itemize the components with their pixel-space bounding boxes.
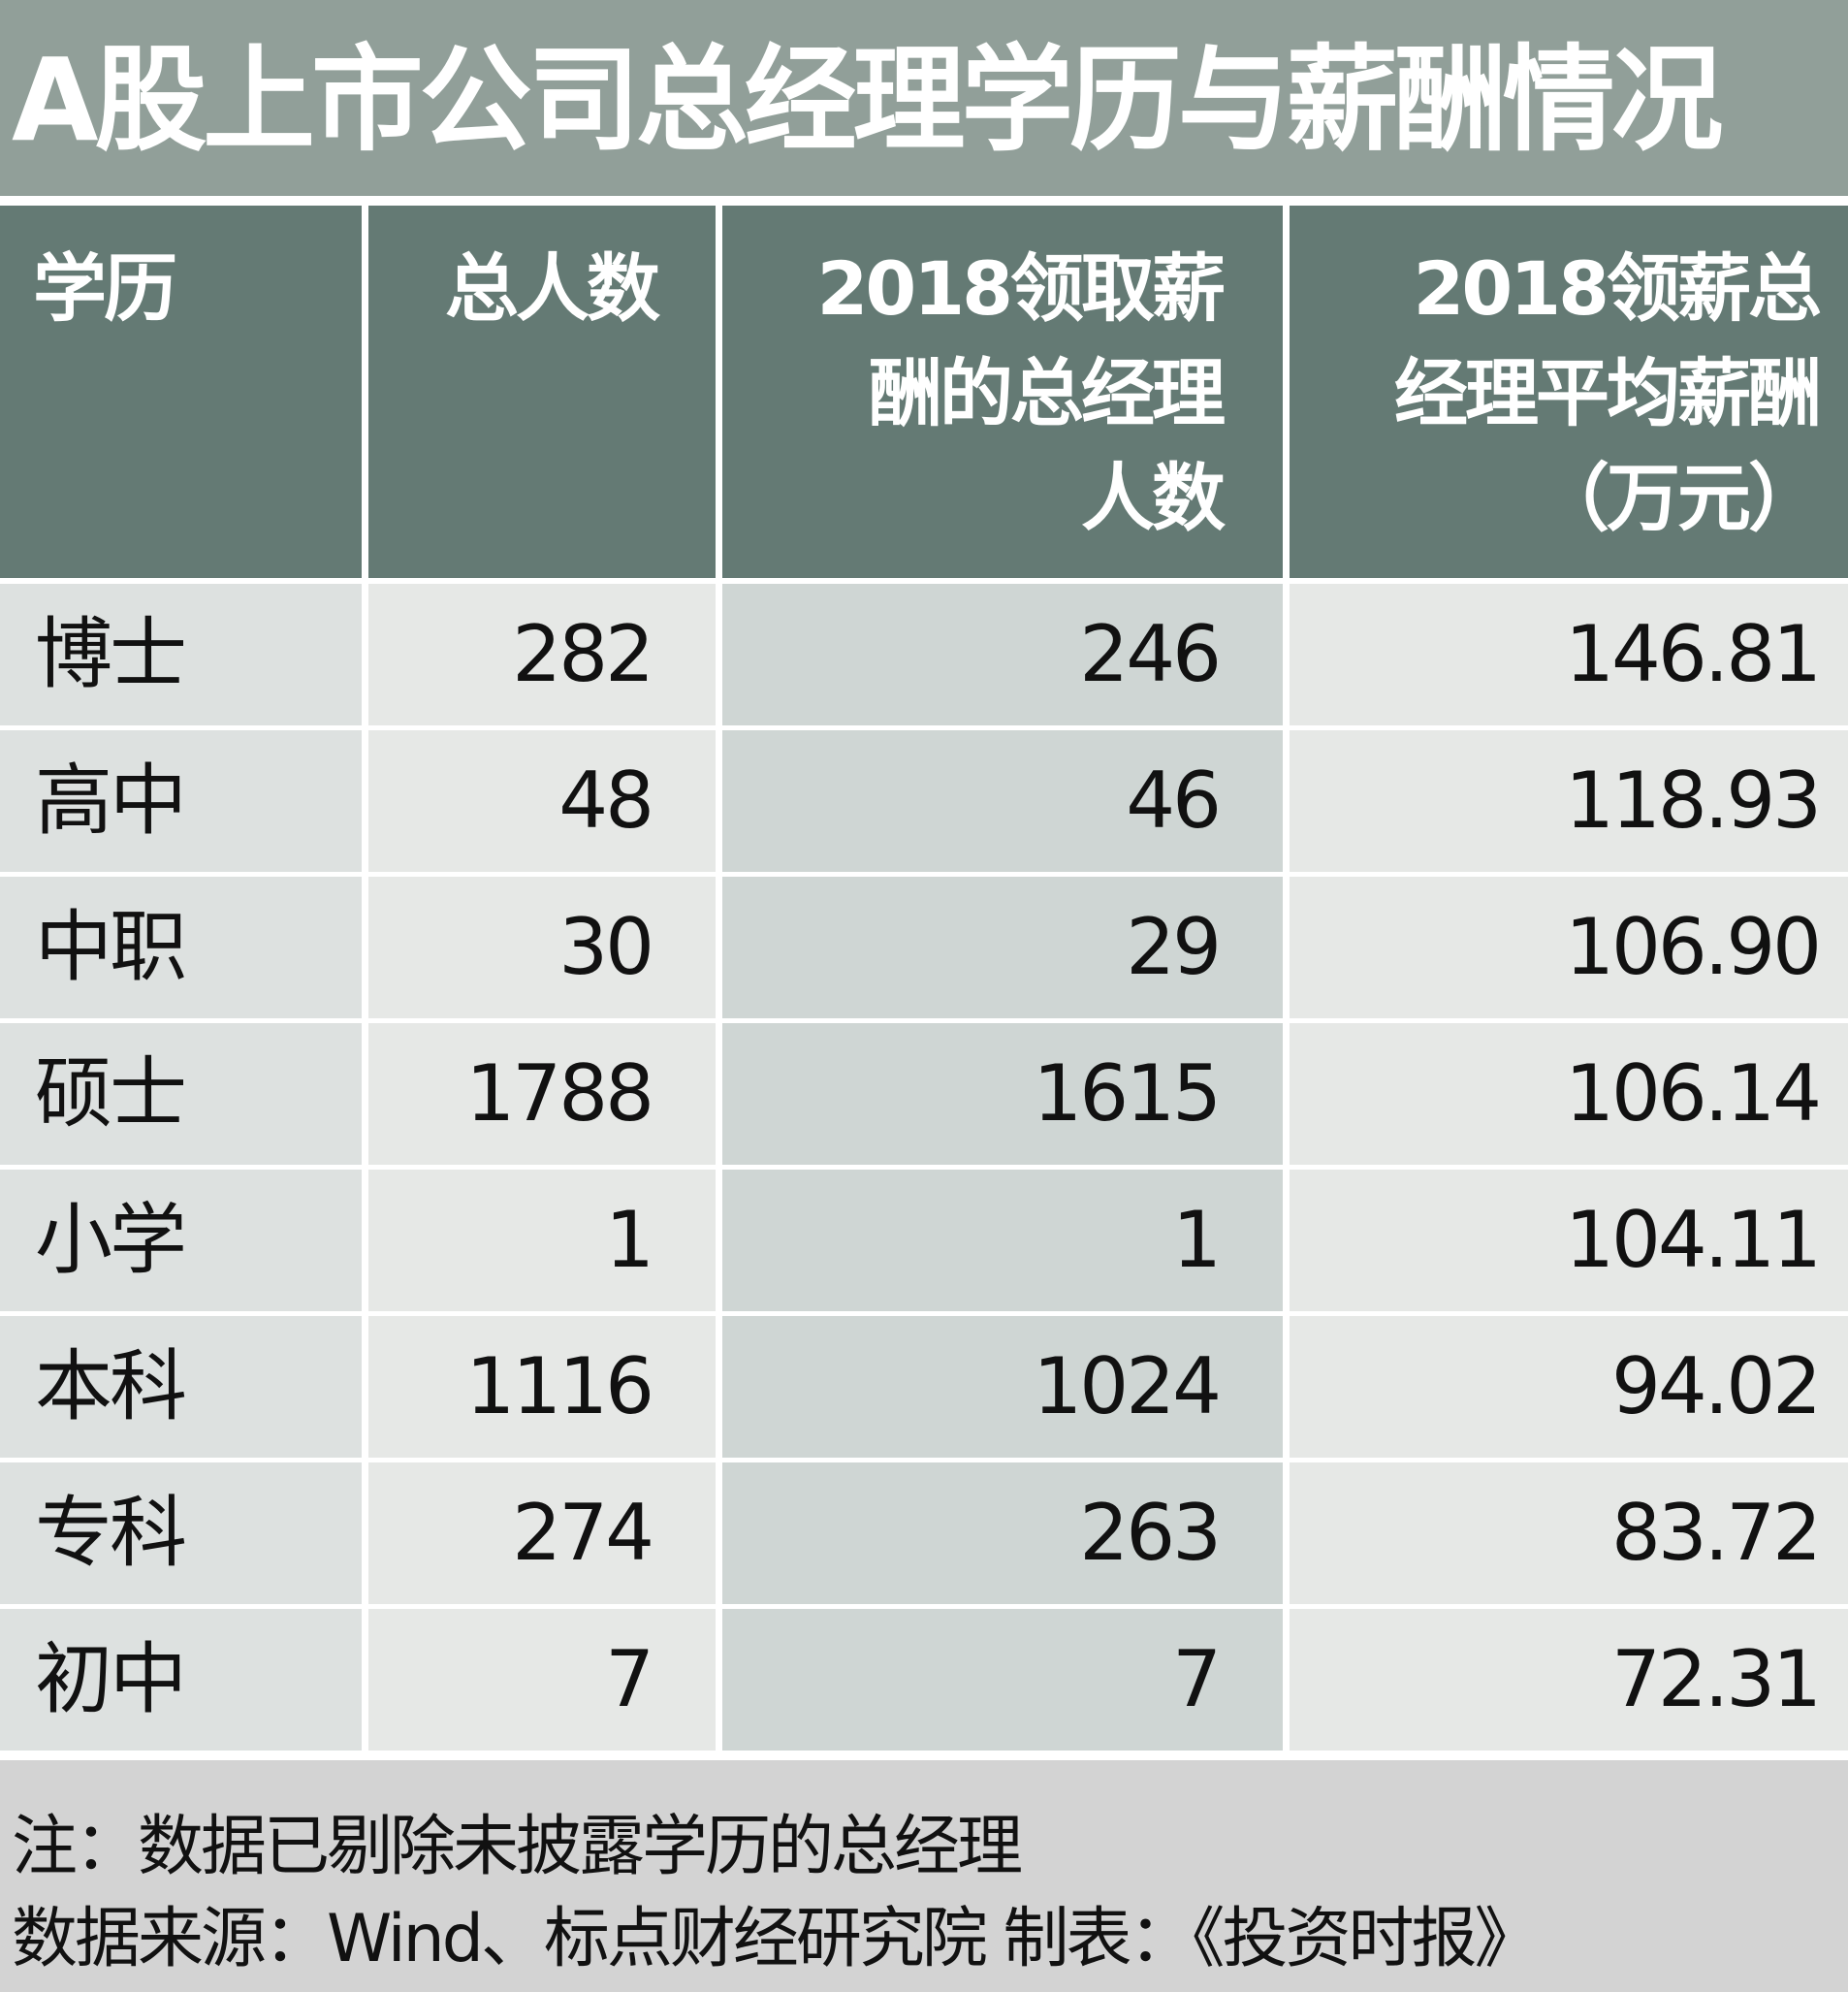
table-row: 小学 1 1 104.11 [0,1170,1848,1311]
table-row: 硕士 1788 1615 106.14 [0,1023,1848,1165]
cell-education: 博士 [0,584,362,725]
cell-avg-salary: 104.11 [1290,1170,1848,1311]
footer-note: 注：数据已剔除未披露学历的总经理 [12,1809,1023,1885]
cell-education: 硕士 [0,1023,362,1165]
cell-total: 1116 [368,1316,716,1458]
cell-education: 专科 [0,1462,362,1604]
table-row: 初中 7 7 72.31 [0,1609,1848,1751]
cell-avg-salary: 146.81 [1290,584,1848,725]
cell-paid: 246 [722,584,1283,725]
title-bar: A股上市公司总经理学历与薪酬情况 [0,0,1848,196]
cell-avg-salary: 118.93 [1290,730,1848,872]
cell-total: 7 [368,1609,716,1751]
header-paid-count: 2018领取薪 酬的总经理 人数 [722,206,1283,578]
header-line: 人数 [1081,455,1226,541]
cell-paid: 1615 [722,1023,1283,1165]
footer-source: 数据来源：Wind、标点财经研究院 制表：《投资时报》 [12,1901,1541,1977]
header-line: 2018领薪总 [1413,245,1822,332]
footer: 注：数据已剔除未披露学历的总经理 数据来源：Wind、标点财经研究院 制表：《投… [0,1760,1848,1992]
header-education: 学历 [0,206,362,578]
cell-paid: 263 [722,1462,1283,1604]
cell-total: 282 [368,584,716,725]
header-line: 经理平均薪酬 [1394,350,1822,436]
cell-paid: 7 [722,1609,1283,1751]
table-row: 专科 274 263 83.72 [0,1462,1848,1604]
cell-paid: 29 [722,877,1283,1018]
cell-avg-salary: 106.90 [1290,877,1848,1018]
header-line: 酬的总经理 [869,350,1226,436]
header-line: 2018领取薪 [816,245,1226,332]
cell-education: 小学 [0,1170,362,1311]
cell-total: 1 [368,1170,716,1311]
header-line: 总人数 [445,245,660,332]
table-header-row: 学历 总人数 2018领取薪 酬的总经理 人数 2018领薪总 经理平均薪酬 （… [0,206,1848,578]
cell-avg-salary: 72.31 [1290,1609,1848,1751]
cell-education: 高中 [0,730,362,872]
page-title: A股上市公司总经理学历与薪酬情况 [12,33,1723,167]
cell-paid: 1024 [722,1316,1283,1458]
table-row: 高中 48 46 118.93 [0,730,1848,872]
cell-avg-salary: 83.72 [1290,1462,1848,1604]
header-avg-salary: 2018领薪总 经理平均薪酬 （万元） [1290,206,1848,578]
table-row: 本科 1116 1024 94.02 [0,1316,1848,1458]
cell-paid: 46 [722,730,1283,872]
cell-education: 中职 [0,877,362,1018]
cell-education: 初中 [0,1609,362,1751]
cell-education: 本科 [0,1316,362,1458]
cell-total: 48 [368,730,716,872]
table-row: 博士 282 246 146.81 [0,584,1848,725]
cell-paid: 1 [722,1170,1283,1311]
header-line: （万元） [1536,455,1822,541]
cell-avg-salary: 106.14 [1290,1023,1848,1165]
header-line: 学历 [33,245,177,332]
cell-avg-salary: 94.02 [1290,1316,1848,1458]
cell-total: 1788 [368,1023,716,1165]
cell-total: 30 [368,877,716,1018]
cell-total: 274 [368,1462,716,1604]
header-total: 总人数 [368,206,716,578]
table-row: 中职 30 29 106.90 [0,877,1848,1018]
